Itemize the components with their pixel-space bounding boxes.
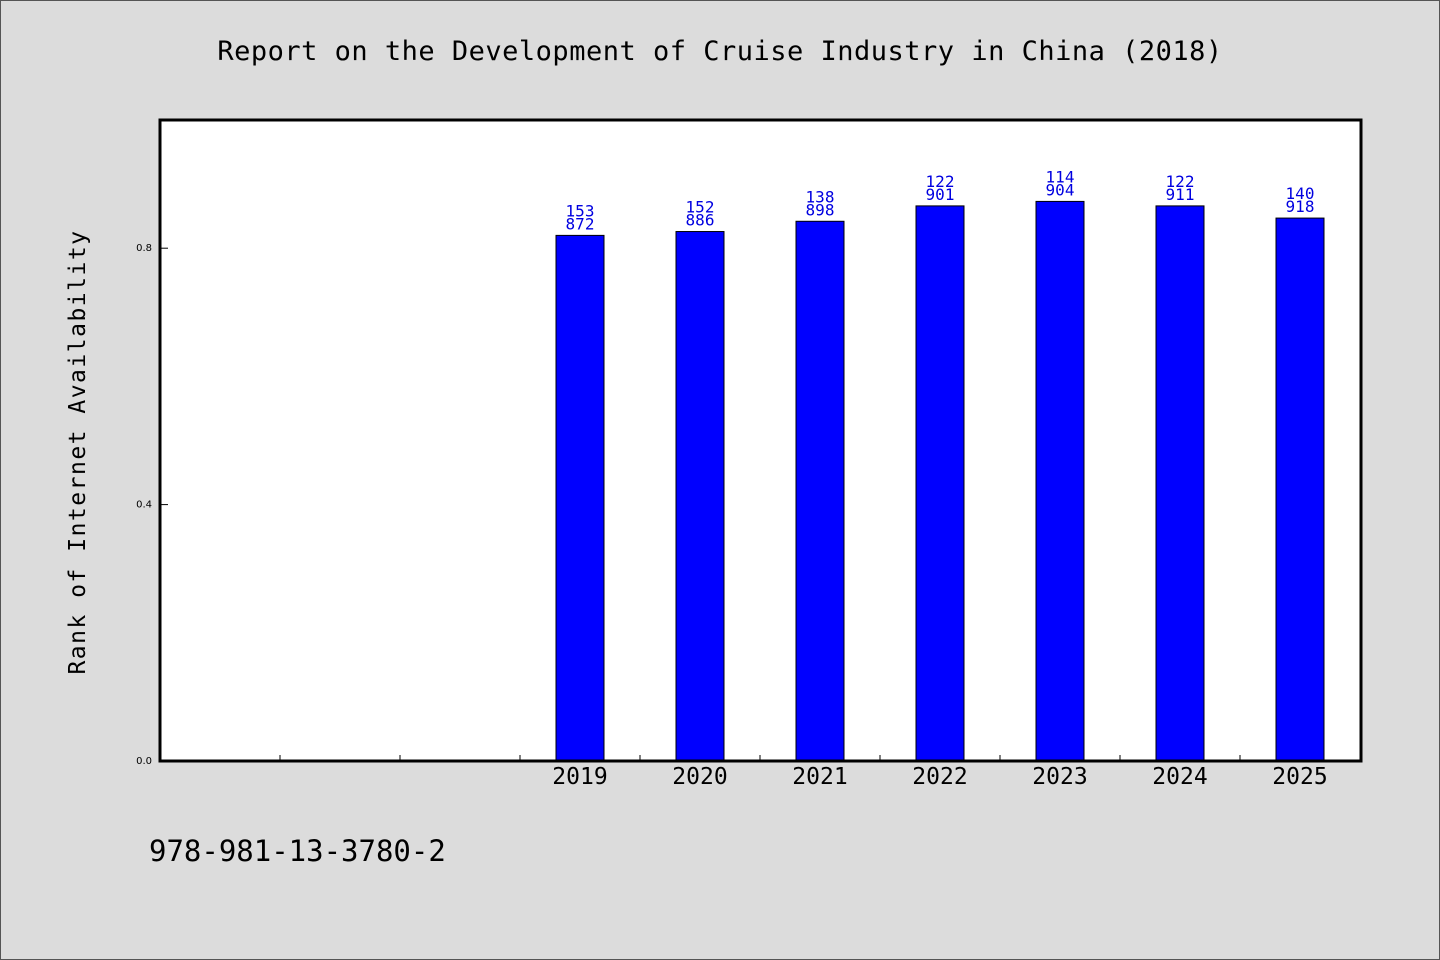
x-tick-label-2023: 2023 [1032,764,1087,790]
data-label-top-2023: 114 [1046,167,1075,186]
data-label-bottom-2019: 872 [566,214,595,233]
data-label-bottom-2025: 918 [1286,197,1315,216]
data-label-bottom-2023: 904 [1046,180,1075,199]
data-label-top-2022: 122 [926,172,955,191]
x-axis-ticks: 2019 2020 2021 2022 2023 2024 2025 [279,755,1328,790]
x-tick-label-2022: 2022 [912,764,967,790]
data-label-top-2019: 153 [566,201,595,220]
x-tick-label-2019: 2019 [552,764,607,790]
data-label-bottom-2022: 901 [926,185,955,204]
data-label-top-2024: 122 [1166,172,1195,191]
data-label-bottom-2020: 886 [686,211,715,230]
y-tick-label: 0.0 [136,756,152,767]
x-tick-label-2021: 2021 [792,764,847,790]
bar-2019 [555,234,605,762]
bar-2025 [1275,217,1325,762]
data-label-top-2020: 152 [686,198,715,217]
footnote-isbn: 978-981-13-3780-2 [149,834,446,868]
bar-2024 [1155,205,1205,762]
y-tick-label: 0.4 [136,500,152,511]
x-tick-label-2020: 2020 [672,764,727,790]
data-label-bottom-2021: 898 [806,200,835,219]
bar-2021 [795,220,845,762]
y-tick-label: 0.8 [136,243,152,254]
bars-layer [555,200,1325,762]
data-label-top-2025: 140 [1286,184,1315,203]
x-tick-label-2024: 2024 [1152,764,1207,790]
data-label-bottom-2024: 911 [1166,185,1195,204]
bar-2020 [675,231,725,762]
bar-2023 [1035,200,1085,762]
bar-2022 [915,205,965,762]
x-tick-label-2025: 2025 [1272,764,1327,790]
chart-title: Report on the Development of Cruise Indu… [217,36,1223,67]
data-label-top-2021: 138 [806,187,835,206]
plot-border [158,118,1363,763]
